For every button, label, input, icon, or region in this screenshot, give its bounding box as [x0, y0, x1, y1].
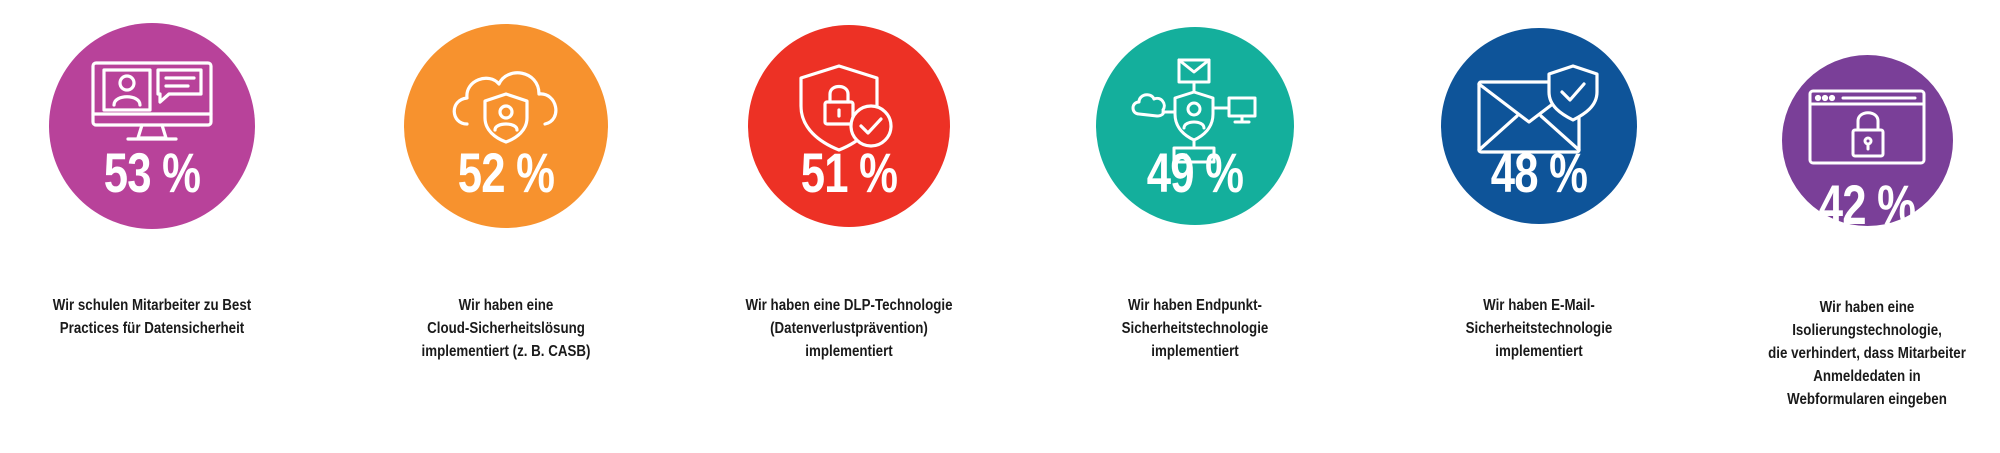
stat-percentage: 42 %: [1818, 173, 1916, 236]
stat-percentage: 48 %: [1490, 141, 1588, 204]
stat-caption: Wir haben Endpunkt- Sicherheitstechnolog…: [1121, 297, 1269, 360]
stat-percentage: 49 %: [1146, 141, 1244, 204]
stat-percentage: 53 %: [103, 141, 201, 204]
stat-caption: Wir haben eine Cloud-Sicherheitslösung i…: [421, 297, 591, 360]
shield-lock-check-icon: [797, 62, 901, 154]
stat-caption: Wir haben E-Mail- Sicherheitstechnologie…: [1465, 297, 1613, 360]
stat-item: 52 % Wir haben eine Cloud-Sicherheitslös…: [336, 0, 676, 453]
stat-circle: [1441, 28, 1637, 224]
stat-circle: [404, 24, 608, 228]
stat-percentage: 51 %: [800, 141, 898, 204]
network-endpoint-icon: [1129, 58, 1261, 166]
cloud-shield-icon: [445, 62, 567, 146]
stat-caption: Wir schulen Mitarbeiter zu Best Practice…: [52, 297, 252, 337]
stat-item: 53 % Wir schulen Mitarbeiter zu Best Pra…: [0, 0, 322, 453]
monitor-chat-icon: [90, 60, 214, 142]
stat-item: 42 % Wir haben eine Isolierungstechnolog…: [1697, 0, 2000, 453]
stat-item: 49 % Wir haben Endpunkt- Sicherheitstech…: [1025, 0, 1365, 453]
stat-caption: Wir haben eine Isolierungstechnologie, d…: [1768, 299, 1966, 408]
stat-percentage: 52 %: [457, 141, 555, 204]
envelope-shield-icon: [1475, 64, 1603, 156]
browser-lock-icon: [1807, 88, 1927, 170]
stat-caption: Wir haben eine DLP-Technologie (Datenver…: [745, 297, 953, 360]
stat-item: 51 % Wir haben eine DLP-Technologie (Dat…: [679, 0, 1019, 453]
stat-circle: [748, 25, 950, 227]
stat-item: 48 % Wir haben E-Mail- Sicherheitstechno…: [1369, 0, 1709, 453]
